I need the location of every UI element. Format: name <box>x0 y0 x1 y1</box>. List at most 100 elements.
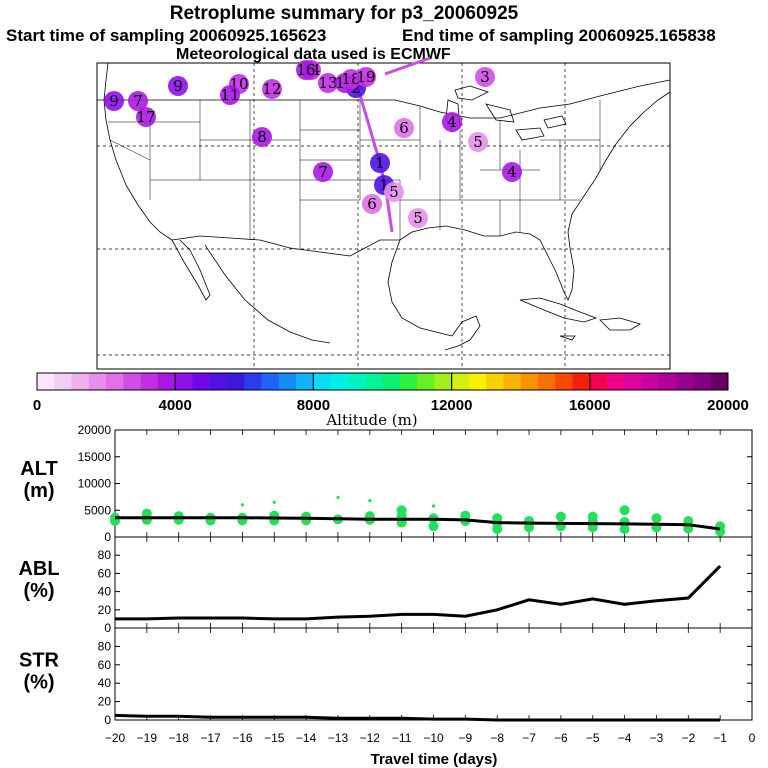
y-tick-label: 10000 <box>78 477 112 491</box>
map-marker-label: 1 <box>379 176 389 194</box>
panel-label: ABL <box>18 558 59 580</box>
alt-scatter-point <box>240 503 244 507</box>
y-tick-label: 60 <box>98 658 112 672</box>
x-tick-label: 0 <box>749 731 756 745</box>
alt-scatter-point <box>460 510 471 521</box>
colorbar-swatch <box>209 373 228 390</box>
map-marker-label: 9 <box>173 77 183 95</box>
colorbar-ticks: 0 4000 8000 12000 16000 20000 <box>33 373 749 414</box>
alt-scatter-point <box>587 511 598 522</box>
map-marker-circle <box>408 208 428 228</box>
colorbar-swatch <box>710 373 729 390</box>
panel-label: STR <box>19 650 60 672</box>
map-markers: 112344555667789910111213141516171819 <box>104 60 522 228</box>
alt-scatter-point <box>492 513 503 524</box>
x-tick-label: −10 <box>423 731 444 745</box>
x-tick-label: −16 <box>232 731 253 745</box>
colorbar-swatch <box>676 373 694 390</box>
colorbar-swatch <box>641 373 660 390</box>
colorbar-swatches <box>37 373 729 390</box>
map-marker-circle <box>341 69 361 89</box>
series-line-abl <box>115 565 722 621</box>
map-marker-circle <box>104 91 124 111</box>
y-tick-label: 60 <box>98 566 112 580</box>
alt-scatter-point <box>336 495 340 500</box>
colorbar-swatch <box>330 373 349 390</box>
series-line-str <box>114 713 721 722</box>
map-marker-circle <box>475 67 495 87</box>
alt-scatter-point <box>619 517 630 528</box>
map-marker-label: 7 <box>318 163 328 181</box>
map-marker-label: 6 <box>399 119 409 137</box>
colorbar-swatch <box>693 373 712 390</box>
map-marker-label: 3 <box>480 68 490 86</box>
y-tick-label: 15000 <box>78 450 112 464</box>
colorbar-swatch <box>468 373 487 390</box>
colorbar-swatch <box>572 373 591 390</box>
colorbar-tick-label: 20000 <box>707 397 749 414</box>
alt-scatter-point <box>396 505 407 516</box>
map-marker-label: 4 <box>447 113 457 131</box>
map-marker-label: 12 <box>262 80 281 98</box>
map-marker-circle <box>468 132 488 152</box>
map-marker-label: 5 <box>473 133 483 151</box>
panel-label: ALT <box>20 458 57 480</box>
map-marker-label: 6 <box>367 195 377 213</box>
colorbar-swatch <box>175 373 193 390</box>
alt-scatter-point <box>431 504 436 508</box>
map-panel: 112344555667789910111213141516171819 <box>96 56 671 370</box>
colorbar-swatch <box>54 373 73 390</box>
panel-unit: (%) <box>23 672 54 694</box>
alt-scatter-point <box>428 521 439 532</box>
map-marker-label: 8 <box>257 128 267 146</box>
map-marker-circle <box>356 67 376 87</box>
colorbar-swatch <box>624 373 643 390</box>
x-tick-label: −12 <box>360 731 381 745</box>
map-marker-circle <box>128 91 148 111</box>
map-marker-label: 7 <box>133 92 143 110</box>
colorbar-swatch <box>71 373 90 390</box>
alt-scatter-point <box>272 500 276 504</box>
panel-abl: 0 20 40 60 80 ABL(%) <box>18 536 753 635</box>
map-marker-label: 13 <box>318 74 337 92</box>
colorbar-swatch <box>88 373 107 390</box>
x-tick-label: −17 <box>200 731 221 745</box>
y-tick-label: 0 <box>104 621 111 635</box>
colorbar-swatch <box>244 373 263 390</box>
y-tick-label: 80 <box>98 639 112 653</box>
colorbar-swatch <box>555 373 574 390</box>
colorbar-swatch <box>37 373 55 390</box>
map-marker-label: 4 <box>507 163 517 181</box>
map-marker-circle <box>442 112 462 132</box>
colorbar-swatch <box>365 373 383 390</box>
colorbar-border <box>36 372 729 391</box>
colorbar-swatch <box>123 373 142 390</box>
panel-frame <box>114 627 753 721</box>
x-tick-label: −1 <box>713 731 727 745</box>
colorbar-swatch <box>106 373 124 390</box>
colorbar-swatch <box>434 373 453 390</box>
alt-scatter-point <box>651 513 662 524</box>
colorbar-swatch <box>503 373 522 390</box>
colorbar-swatch <box>399 373 418 390</box>
y-tick-label: 80 <box>98 548 112 562</box>
map-marker-label: 2 <box>351 79 361 97</box>
map-marker-label: 19 <box>356 68 375 86</box>
x-tick-label: −7 <box>522 731 536 745</box>
colorbar-swatch <box>296 373 314 390</box>
colorbar-tick-label: 16000 <box>569 397 611 414</box>
map-marker-circle <box>168 76 188 96</box>
colorbar-swatch <box>278 373 297 390</box>
x-tick-label: −3 <box>650 731 664 745</box>
map-marker-circle <box>136 107 156 127</box>
colorbar-swatch <box>261 373 280 390</box>
title-met-data: Meteorological data used is ECMWF <box>176 46 451 63</box>
map-marker-circle <box>262 79 282 99</box>
colorbar-swatch <box>157 373 176 390</box>
map-marker-label: 11 <box>220 86 239 104</box>
map-marker-circle <box>502 162 522 182</box>
colorbar-tick-label: 0 <box>33 397 41 414</box>
y-tick-label: 20 <box>98 695 112 709</box>
colorbar-swatch <box>607 373 625 390</box>
colorbar-tick-label: 4000 <box>159 397 192 414</box>
